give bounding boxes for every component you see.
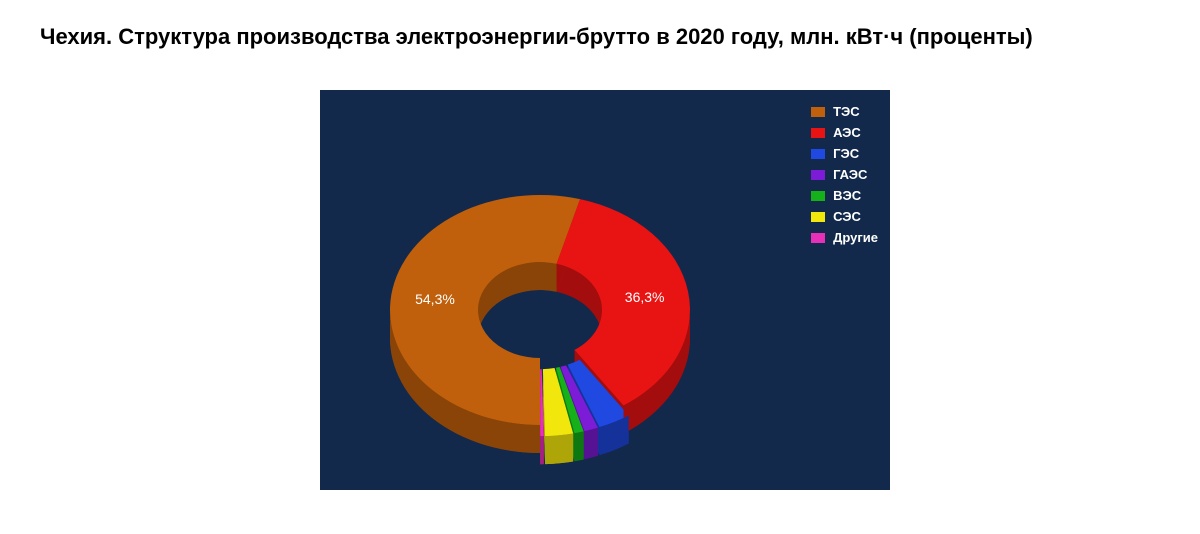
legend-item: СЭС [811,209,878,224]
legend-swatch [811,191,825,201]
slice-label: 54,3% [415,291,455,307]
legend-swatch [811,233,825,243]
donut-face [575,431,584,461]
legend-item: АЭС [811,125,878,140]
legend: ТЭС АЭС ГЭС ГАЭС ВЭС СЭС Другие [811,104,878,245]
legend-label: ВЭС [833,188,861,203]
slice-label: 36,3% [625,289,665,305]
legend-label: Другие [833,230,878,245]
legend-item: ТЭС [811,104,878,119]
chart-panel: 54,3% 36,3% ТЭС АЭС ГЭС ГАЭС ВЭС СЭС Другие [320,90,890,490]
legend-swatch [811,170,825,180]
page: Чехия. Структура производства электроэне… [0,0,1200,534]
donut-face [545,434,573,465]
legend-label: ГАЭС [833,167,867,182]
legend-item: Другие [811,230,878,245]
legend-label: ГЭС [833,146,859,161]
legend-swatch [811,149,825,159]
legend-label: ТЭС [833,104,860,119]
legend-label: СЭС [833,209,861,224]
legend-swatch [811,212,825,222]
donut-plot: 54,3% 36,3% [340,110,740,470]
donut-face [585,428,598,459]
legend-item: ГЭС [811,146,878,161]
legend-item: ВЭС [811,188,878,203]
donut-face [540,436,544,464]
chart-title: Чехия. Структура производства электроэне… [40,24,1033,50]
legend-swatch [811,107,825,117]
legend-item: ГАЭС [811,167,878,182]
legend-swatch [811,128,825,138]
legend-label: АЭС [833,125,861,140]
